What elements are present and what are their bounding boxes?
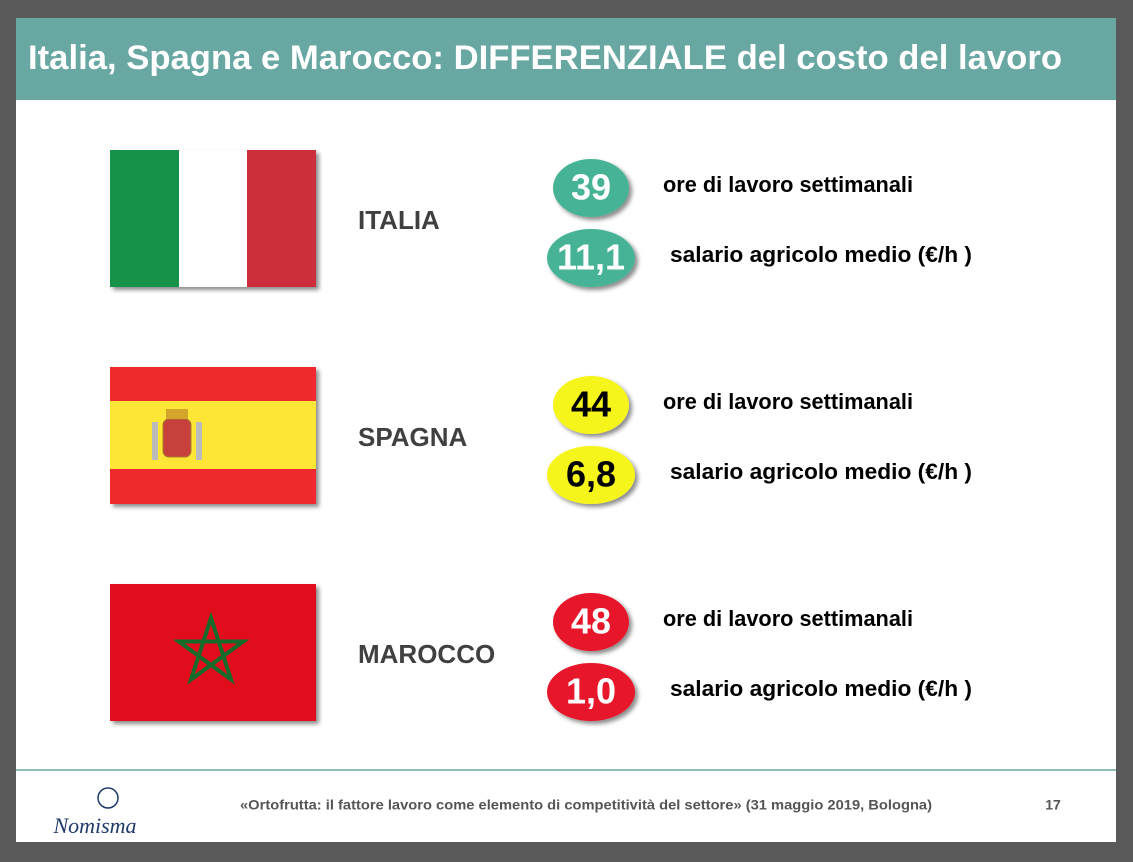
citation: «Ortofrutta: il fattore lavoro come elem… (240, 797, 932, 813)
stripe (110, 150, 179, 287)
star (172, 611, 250, 685)
value-bubble (553, 376, 629, 434)
value-bubble (553, 159, 629, 217)
page-number: 17 (1045, 797, 1061, 813)
value-label: salario agricolo medio (€/h ) (670, 676, 972, 701)
value-label: ore di lavoro settimanali (663, 389, 913, 414)
value-label: salario agricolo medio (€/h ) (670, 242, 972, 267)
flag-spain (110, 367, 316, 504)
value-label: salario agricolo medio (€/h ) (670, 459, 972, 484)
field (110, 584, 316, 721)
country-name: SPAGNA (358, 422, 468, 452)
value: 44 (571, 384, 611, 425)
pillar (152, 422, 158, 460)
value-bubble (547, 229, 635, 287)
coat (162, 418, 192, 458)
pillar (196, 422, 202, 460)
value-bubble (547, 663, 635, 721)
value-bubble (553, 593, 629, 651)
value-label: ore di lavoro settimanali (663, 172, 913, 197)
flag-morocco (110, 584, 316, 721)
country-name: ITALIA (358, 205, 440, 235)
value-bubble (547, 446, 635, 504)
flag-italy (110, 150, 316, 287)
stripe (247, 150, 316, 287)
value: 6,8 (566, 454, 616, 495)
title: Italia, Spagna e Marocco: DIFFERENZIALE … (28, 39, 1062, 77)
stripe (179, 150, 247, 287)
header-bar (16, 18, 1116, 100)
value-label: ore di lavoro settimanali (663, 606, 913, 631)
value: 39 (571, 167, 611, 208)
country-name: MAROCCO (358, 639, 495, 669)
value: 11,1 (557, 237, 625, 278)
value: 48 (571, 601, 611, 642)
logo: Nomisma (52, 813, 136, 838)
value: 1,0 (566, 671, 616, 712)
crown (166, 409, 188, 419)
stripe (110, 401, 316, 469)
logo-emblem (97, 787, 119, 809)
